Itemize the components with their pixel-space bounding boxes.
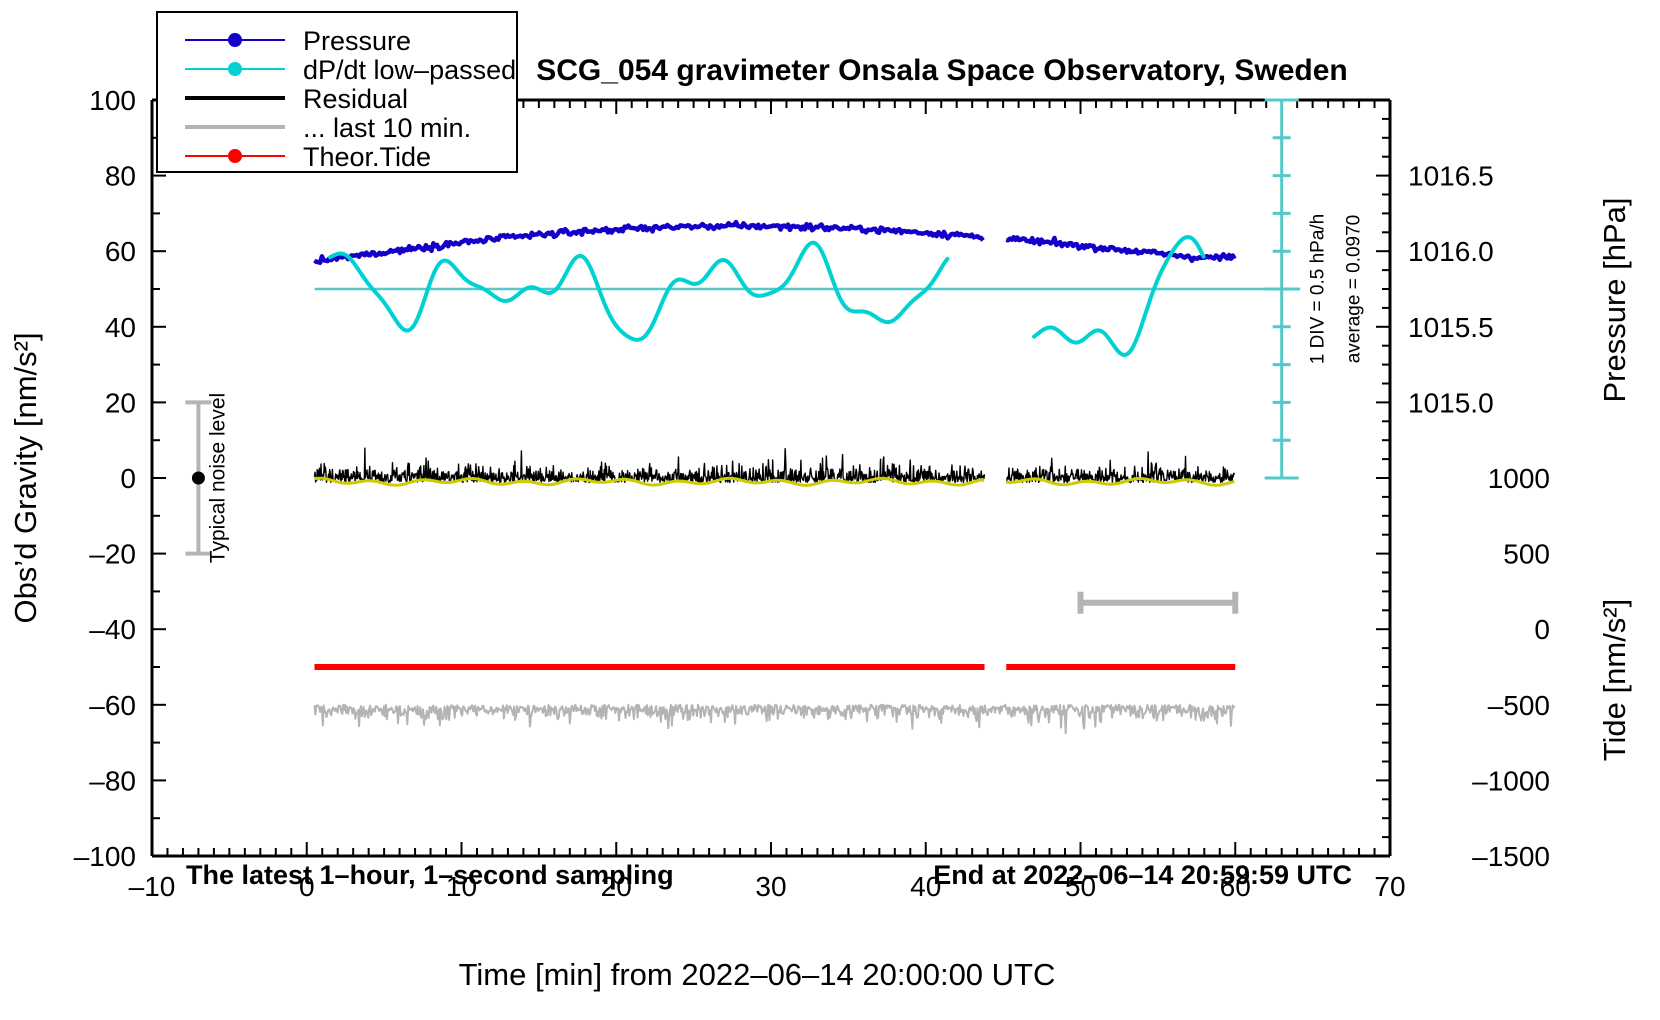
- right-axis-title-pressure: Pressure [hPa]: [1597, 197, 1632, 402]
- legend-swatch-dot: [228, 62, 242, 76]
- x-tick-label: –10: [129, 871, 176, 902]
- y-tick-label: –40: [89, 614, 136, 645]
- legend-item-pressure[interactable]: Pressure: [185, 26, 411, 56]
- series-residual-smoothed-0: [314, 476, 985, 487]
- right-pressure-tick-label: 1016.0: [1408, 236, 1494, 267]
- x-tick-label: 20: [601, 871, 632, 902]
- right-tide-tick-label: 1000: [1488, 463, 1550, 494]
- right-axis-title-tide: Tide [nm/s²]: [1597, 599, 1632, 762]
- series-pressure-1: [1005, 234, 1237, 264]
- legend-item-label: ... last 10 min.: [303, 113, 471, 143]
- legend-item-label: dP/dt low–passed: [303, 55, 516, 85]
- chart-title: SCG_054 gravimeter Onsala Space Observat…: [536, 54, 1348, 87]
- y-tick-label: 0: [120, 463, 136, 494]
- legend-item-residual[interactable]: Residual: [185, 84, 408, 114]
- series-residual-1: [1006, 451, 1236, 484]
- series-dpdt-0: [327, 240, 950, 342]
- div-scale-label: 1 DIV = 0.5 hPa/h: [1308, 214, 1329, 365]
- x-tick-label: 10: [446, 871, 477, 902]
- right-pressure-tick-label: 1016.5: [1408, 161, 1494, 192]
- legend-item-label: Pressure: [303, 26, 411, 56]
- legend-item-last-10-min[interactable]: ... last 10 min.: [185, 113, 471, 143]
- y-tick-label: –80: [89, 765, 136, 796]
- series-residual-0: [313, 447, 986, 484]
- y-tick-label: –60: [89, 690, 136, 721]
- y-tick-label: –100: [74, 841, 136, 872]
- footer-right-text: End at 2022–06–14 20:59:59 UTC: [933, 860, 1352, 890]
- right-tide-tick-label: 0: [1534, 614, 1550, 645]
- legend-box: [156, 11, 518, 173]
- legend-item-theor-tide[interactable]: Theor.Tide: [185, 142, 431, 172]
- y-tick-label: 20: [105, 387, 136, 418]
- right-pressure-tick-label: 1015.0: [1408, 387, 1494, 418]
- x-axis-title: Time [min] from 2022–06–14 20:00:00 UTC: [459, 957, 1056, 992]
- y-tick-label: 40: [105, 312, 136, 343]
- x-tick-label: 60: [1220, 871, 1251, 902]
- y-tick-label: –20: [89, 539, 136, 570]
- y-tick-label: 80: [105, 161, 136, 192]
- noise-level-label: Typical noise level: [206, 393, 229, 563]
- legend-swatch-dot: [228, 33, 242, 47]
- x-tick-label: 40: [910, 871, 941, 902]
- legend-item-dp-dt-low-passed[interactable]: dP/dt low–passed: [185, 55, 516, 85]
- y-tick-label: 60: [105, 236, 136, 267]
- right-pressure-tick-label: 1015.5: [1408, 312, 1494, 343]
- legend-item-label: Theor.Tide: [303, 142, 431, 172]
- right-axis-ticks: 1015.0 1015.5 1016.0 1016.5 –1500 –1000 –500 0 5…: [1376, 99, 1550, 872]
- footer-left-text: The latest 1–hour, 1–second sampling: [186, 860, 674, 890]
- y-axis-title: Obs’d Gravity [nm/s²]: [8, 332, 43, 623]
- legend-item-label: Residual: [303, 84, 408, 114]
- y-tick-label: 100: [89, 85, 136, 116]
- data-series-group: [313, 219, 1301, 735]
- series-dpdt-1: [1032, 234, 1206, 358]
- series-pressure-0: [313, 219, 985, 266]
- legend-swatch-dot: [228, 149, 242, 163]
- x-tick-label: 50: [1065, 871, 1096, 902]
- right-tide-tick-label: –500: [1488, 690, 1550, 721]
- annotations-group: Typical noise level 1 DIV = 0.5 hPa/h aver…: [185, 98, 1365, 614]
- x-tick-label: 0: [299, 871, 315, 902]
- series-last10min: [313, 703, 1236, 735]
- x-tick-label: 70: [1374, 871, 1405, 902]
- x-tick-label: 30: [755, 871, 786, 902]
- series-residual-smoothed-1: [1006, 477, 1235, 487]
- right-tide-tick-label: –1000: [1472, 765, 1550, 796]
- right-tide-tick-label: –1500: [1472, 841, 1550, 872]
- noise-center-dot: [191, 471, 205, 485]
- right-tide-tick-label: 500: [1503, 539, 1550, 570]
- y-axis-ticks: –100 –80 –60 –40 –20 0 20 40 60 80 100: [74, 85, 166, 872]
- average-label: average = 0.0970: [1344, 215, 1365, 363]
